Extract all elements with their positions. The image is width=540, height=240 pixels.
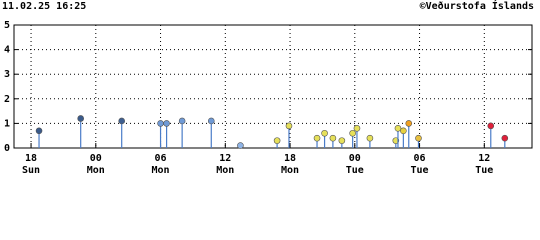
quake-point	[35, 127, 43, 135]
x-tick-label: 18	[25, 153, 37, 164]
timestamp: 11.02.25 16:25	[2, 1, 86, 12]
plot-frame	[13, 24, 533, 149]
x-tick-day: Tue	[411, 165, 429, 175]
quake-point	[400, 127, 407, 135]
x-tick-label: 06	[155, 153, 167, 164]
quake-point	[77, 115, 84, 122]
quake-point	[394, 125, 402, 132]
x-tick-label: 18	[284, 153, 296, 164]
x-tick-label: 12	[219, 153, 231, 164]
x-tick-label: 06	[414, 153, 426, 164]
quake-point	[118, 117, 126, 125]
x-tick-day: Mon	[281, 165, 299, 175]
quake-point	[157, 120, 164, 127]
y-tick-label: 2	[4, 94, 10, 105]
x-tick-day: Sun	[22, 165, 40, 175]
quake-point	[487, 122, 495, 130]
credit: ©Veðurstofa Íslands	[420, 0, 534, 12]
quake-point	[237, 142, 244, 149]
quake-point	[313, 134, 321, 142]
x-tick-day: Tue	[475, 165, 493, 175]
x-tick-day: Mon	[87, 165, 105, 175]
quake-point	[178, 117, 186, 125]
quake-point	[273, 137, 281, 144]
quake-point	[366, 134, 374, 142]
y-tick-label: 3	[4, 69, 10, 80]
quake-point	[392, 137, 400, 144]
quake-point	[415, 134, 422, 142]
quake-point	[163, 120, 170, 127]
quake-point	[501, 134, 509, 142]
y-tick-label: 5	[4, 20, 10, 31]
quake-point	[353, 125, 361, 132]
x-tick-label: 00	[349, 153, 361, 164]
quake-point	[405, 120, 413, 127]
x-tick-day: Tue	[346, 165, 364, 175]
quake-point	[285, 122, 293, 130]
x-tick-day: Mon	[216, 165, 234, 175]
x-tick-label: 12	[478, 153, 490, 164]
x-tick-day: Mon	[152, 165, 170, 175]
quake-point	[321, 129, 328, 137]
y-tick-label: 1	[4, 118, 10, 129]
quake-point	[349, 129, 356, 137]
y-tick-label: 0	[4, 143, 10, 154]
quake-point	[338, 137, 346, 144]
x-tick-label: 00	[90, 153, 102, 164]
quake-point	[207, 117, 215, 125]
chart: 11.02.25 16:25 ©Veðurstofa Íslands 01234…	[2, 0, 534, 175]
quake-point	[329, 134, 337, 142]
y-tick-label: 4	[4, 45, 10, 56]
